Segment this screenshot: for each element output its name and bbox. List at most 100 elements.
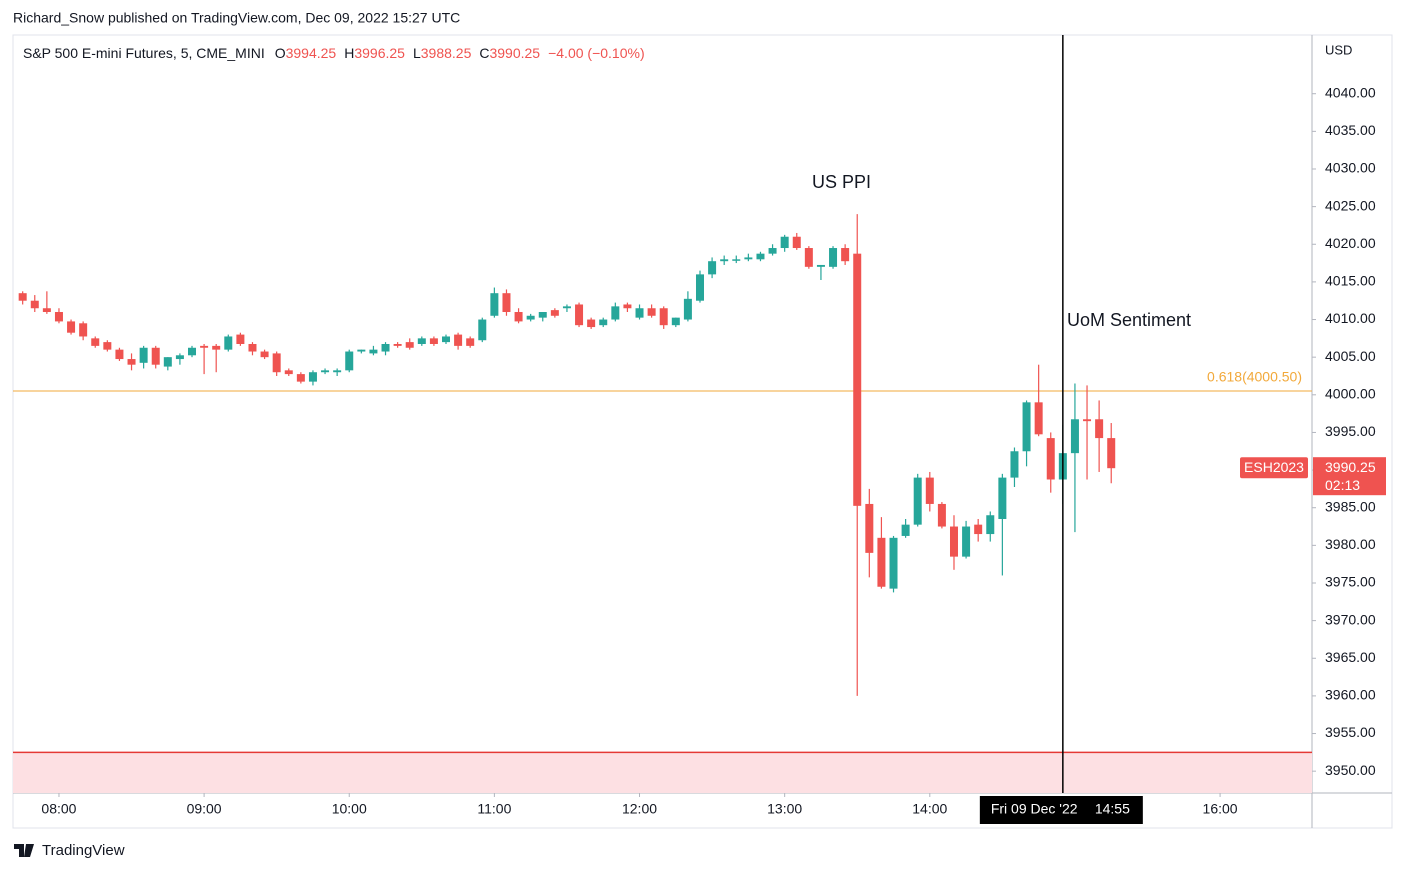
support-zone — [13, 752, 1312, 793]
price-label: 3990.25 — [1325, 459, 1376, 475]
candle-body — [587, 319, 596, 328]
candle-body — [272, 353, 281, 373]
candle-body — [1095, 419, 1104, 439]
candle-body — [417, 338, 426, 344]
candle-body — [18, 293, 27, 301]
candle-body — [248, 343, 257, 352]
candle-body — [695, 274, 704, 301]
candle-body — [308, 372, 317, 382]
candle-body — [550, 310, 559, 316]
candle-body — [732, 259, 741, 261]
legend-ohlc-value: 3994.25 — [286, 45, 337, 61]
candle-body — [1070, 419, 1079, 454]
candle-body — [67, 321, 76, 333]
candle-body — [611, 306, 620, 320]
candle-body — [962, 526, 971, 557]
candle-body — [188, 347, 197, 356]
y-tick-label: 3970.00 — [1325, 611, 1376, 627]
y-tick-label: 4030.00 — [1325, 160, 1376, 176]
y-tick-label: 3995.00 — [1325, 423, 1376, 439]
candle-body — [381, 343, 390, 352]
candle-body — [139, 347, 148, 363]
y-tick-label: 3950.00 — [1325, 762, 1376, 778]
legend: S&P 500 E-mini Futures, 5, CME_MINI O3994… — [23, 45, 645, 61]
candle-body — [151, 347, 160, 365]
y-tick-label: 3955.00 — [1325, 724, 1376, 740]
candle-body — [804, 248, 813, 267]
legend-ohlc-label: L — [413, 45, 421, 61]
legend-ohlc-label: O — [275, 45, 286, 61]
candle-body — [103, 342, 112, 350]
candle-body — [768, 248, 777, 254]
candle-body — [526, 315, 535, 320]
candle-body — [829, 248, 838, 267]
candle-body — [454, 334, 463, 346]
candle-body — [1034, 402, 1043, 435]
candle-body — [780, 236, 789, 249]
candle-body — [877, 537, 886, 587]
candle-body — [163, 357, 172, 367]
candle-body — [442, 336, 450, 343]
x-tick-label: 10:00 — [332, 801, 367, 817]
x-tick-label: 12:00 — [622, 801, 657, 817]
candle-body — [575, 304, 584, 326]
chart-frame — [12, 34, 1393, 829]
candle-body — [1046, 438, 1055, 480]
candle-body — [562, 306, 571, 309]
symbol-label: ESH2023 — [1244, 459, 1304, 475]
legend-ohlc-value: 3990.25 — [489, 45, 540, 61]
candle-body — [635, 308, 644, 318]
candle-body — [405, 342, 414, 348]
fib-label: 0.618(4000.50) — [1207, 369, 1302, 385]
candle-body — [925, 477, 934, 504]
y-tick-label: 3985.00 — [1325, 498, 1376, 514]
candle-body — [260, 351, 269, 358]
candle-body — [974, 524, 983, 535]
y-tick-label: 3965.00 — [1325, 649, 1376, 665]
candle-body — [212, 345, 221, 350]
candle-body — [466, 338, 475, 346]
y-tick-label: 4000.00 — [1325, 386, 1376, 402]
candle-body — [91, 338, 100, 346]
candle-body — [841, 248, 850, 262]
legend-title: S&P 500 E-mini Futures, 5, CME_MINI O3994… — [23, 45, 645, 61]
y-tick-label: 4020.00 — [1325, 235, 1376, 251]
y-tick-label: 4040.00 — [1325, 84, 1376, 100]
candle-body — [708, 261, 717, 275]
candle-body — [345, 351, 354, 371]
candle-body — [502, 293, 511, 313]
candle-body — [792, 236, 801, 249]
countdown-label: 02:13 — [1325, 477, 1360, 493]
candle-body — [115, 349, 124, 360]
candle-body — [599, 319, 608, 326]
legend-ohlc-value: 3988.25 — [421, 45, 472, 61]
candle-body — [1022, 402, 1031, 452]
axis-unit: USD — [1325, 42, 1352, 57]
candle-body — [490, 293, 499, 316]
x-tick-label: 14:00 — [912, 801, 947, 817]
candle-body — [913, 477, 922, 525]
candle-body — [321, 370, 330, 373]
candle-body — [889, 537, 898, 589]
candle-body — [224, 336, 233, 350]
publisher: Richard_Snow published on TradingView.co… — [13, 10, 460, 26]
y-tick-label: 4035.00 — [1325, 122, 1376, 138]
candle-body — [1010, 451, 1019, 478]
candle-body — [853, 253, 862, 506]
candle-body — [236, 334, 245, 344]
tradingview-logo — [14, 844, 34, 857]
legend-change: −4.00 (−0.10%) — [548, 45, 645, 61]
candle-body — [949, 526, 958, 557]
candle-body — [816, 264, 825, 267]
candle-body — [659, 308, 668, 326]
candle-body — [30, 300, 39, 309]
candle-body — [683, 298, 692, 320]
candle-body — [998, 477, 1007, 520]
x-tick-label: 13:00 — [767, 801, 802, 817]
annotation: US PPI — [812, 172, 871, 192]
candle-body — [756, 253, 765, 260]
y-tick-label: 4010.00 — [1325, 310, 1376, 326]
y-tick-label: 4025.00 — [1325, 197, 1376, 213]
